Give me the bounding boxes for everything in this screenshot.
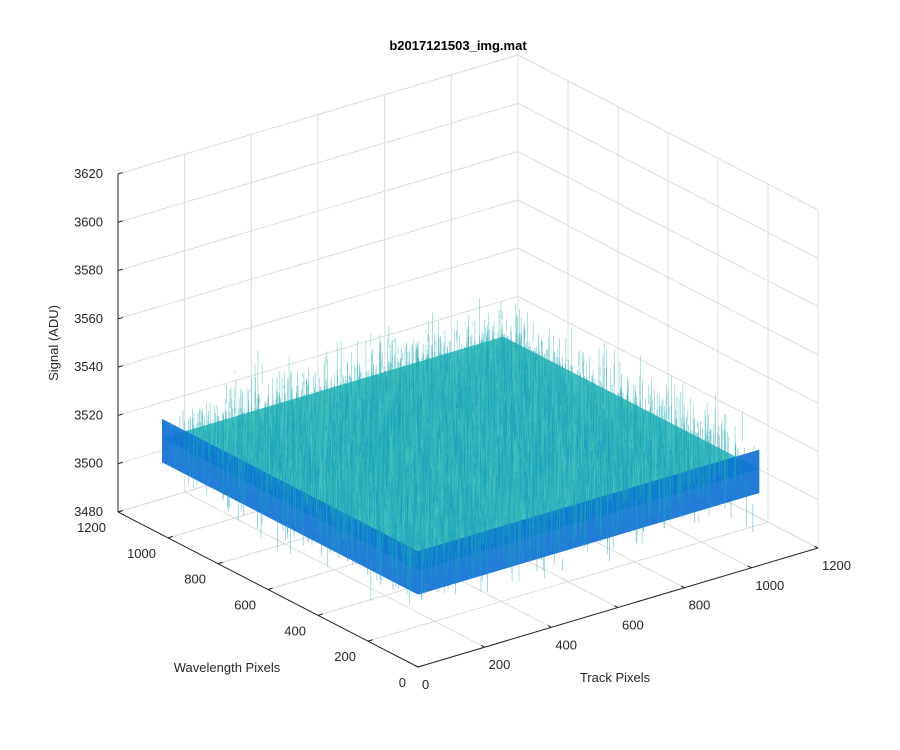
grid-line-backwall-z: [117, 295, 519, 416]
grid-line-backwall-z: [117, 199, 519, 320]
grid-line-backwall-z: [117, 151, 519, 272]
grid-line-backwall-z: [117, 54, 519, 175]
surface-plot: [162, 298, 760, 605]
grid-line-rightwall-z: [517, 295, 819, 452]
grid-line-rightwall-z: [517, 247, 819, 404]
grid-line-rightwall-z: [517, 102, 819, 259]
grid-line-floor-y: [367, 521, 769, 642]
grid-line-rightwall-z: [517, 54, 819, 211]
grid-line-backwall-z: [117, 247, 519, 368]
grid-line-rightwall-z: [517, 199, 819, 356]
grid-line-backwall-z: [117, 102, 519, 223]
grid-line-rightwall-z: [517, 151, 819, 308]
